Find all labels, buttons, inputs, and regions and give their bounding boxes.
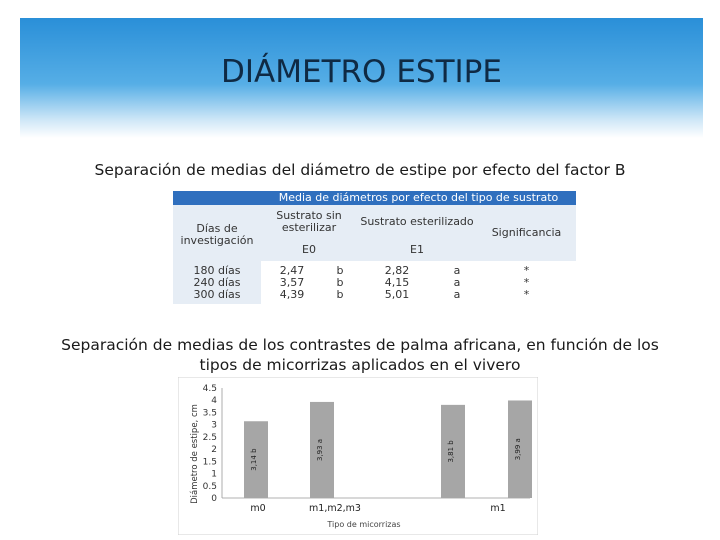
table-col-e1-values: 2,82 4,15 5,01: [357, 261, 437, 304]
table-header-e0-code: E0: [261, 239, 357, 261]
y-tick-label: 0: [211, 494, 217, 504]
table-col-days: 180 días 240 días 300 días: [173, 261, 261, 304]
table-group-header: Media de diámetros por efecto del tipo d…: [261, 191, 576, 205]
chart-caption-line2: tipos de micorrizas aplicados en el vive…: [199, 356, 521, 374]
y-axis-label: Diámetro de estipe, cm: [190, 404, 200, 504]
table-col-e1-letters: a a a: [437, 261, 477, 304]
table-col-e0-letters: b b b: [323, 261, 357, 304]
x-group-label: m1,m2,m3: [309, 503, 361, 514]
table-header-days: Días de investigación: [173, 205, 261, 265]
x-group-label: m0: [250, 503, 265, 514]
bar: [441, 404, 465, 498]
y-tick-label: 1: [211, 470, 217, 480]
bar-data-label: 3,81 b: [447, 440, 455, 463]
x-axis-label: Tipo de micorrizas: [326, 520, 400, 529]
bar: [508, 400, 532, 498]
y-tick-label: 4.5: [203, 384, 217, 394]
bar-data-label: 3,14 b: [250, 448, 258, 471]
table-header-significance: Significancia: [477, 205, 576, 261]
table-cell-letter: b: [336, 263, 344, 277]
table-header-e0: Sustrato sin esterilizar: [261, 205, 357, 239]
means-table: Media de diámetros por efecto del tipo d…: [173, 191, 576, 304]
x-group-label: m1: [490, 503, 505, 514]
bar-data-label: 3,93 a: [316, 439, 324, 461]
bar: [310, 401, 334, 498]
table-cell-day: 180 días: [193, 263, 241, 277]
table-cell-value: 2,47: [279, 263, 305, 277]
y-tick-label: 0.5: [203, 482, 217, 492]
table-cell-significance: *: [523, 287, 530, 301]
table-cell-value: 2,82: [384, 263, 410, 277]
table-cell-letter: b: [336, 275, 344, 289]
chart-caption: Separación de medias de los contrastes d…: [30, 335, 690, 375]
table-cell-letter: a: [453, 275, 461, 289]
table-cell-value: 4,15: [384, 275, 410, 289]
y-tick-label: 2.5: [203, 433, 217, 443]
slide-title: DIÁMETRO ESTIPE: [221, 54, 502, 90]
table-cell-letter: b: [336, 287, 344, 301]
diameter-bar-chart: Diámetro de estipe, cm Tipo de micorriza…: [178, 377, 538, 535]
table-cell-value: 4,39: [279, 287, 305, 301]
table-cell-significance: *: [523, 275, 530, 289]
title-banner: DIÁMETRO ESTIPE: [20, 18, 703, 138]
y-tick-label: 1.5: [203, 457, 217, 467]
table-cell-day: 300 días: [193, 287, 241, 301]
table-cell-value: 3,57: [279, 275, 305, 289]
table-header-corner: [173, 191, 261, 205]
table-caption: Separación de medias del diámetro de est…: [94, 161, 626, 179]
table-cell-day: 240 días: [193, 275, 241, 289]
table-cell-value: 5,01: [384, 287, 410, 301]
table-header-e1-code: E1: [357, 239, 477, 261]
table-col-e0-values: 2,47 3,57 4,39: [261, 261, 323, 304]
table-col-significance: * * *: [477, 261, 576, 304]
table-header-e1: Sustrato esterilizado: [357, 205, 477, 239]
table-cell-letter: a: [453, 287, 461, 301]
y-tick-label: 3: [211, 421, 217, 431]
bar: [244, 421, 268, 498]
chart-caption-line1: Separación de medias de los contrastes d…: [61, 336, 659, 354]
y-tick-label: 4: [211, 396, 217, 406]
table-cell-significance: *: [523, 263, 530, 277]
chart-frame: [178, 377, 538, 535]
y-tick-label: 2: [211, 445, 217, 455]
y-tick-label: 3.5: [203, 408, 217, 418]
table-cell-letter: a: [453, 263, 461, 277]
bar-data-label: 3,99 a: [514, 438, 522, 460]
